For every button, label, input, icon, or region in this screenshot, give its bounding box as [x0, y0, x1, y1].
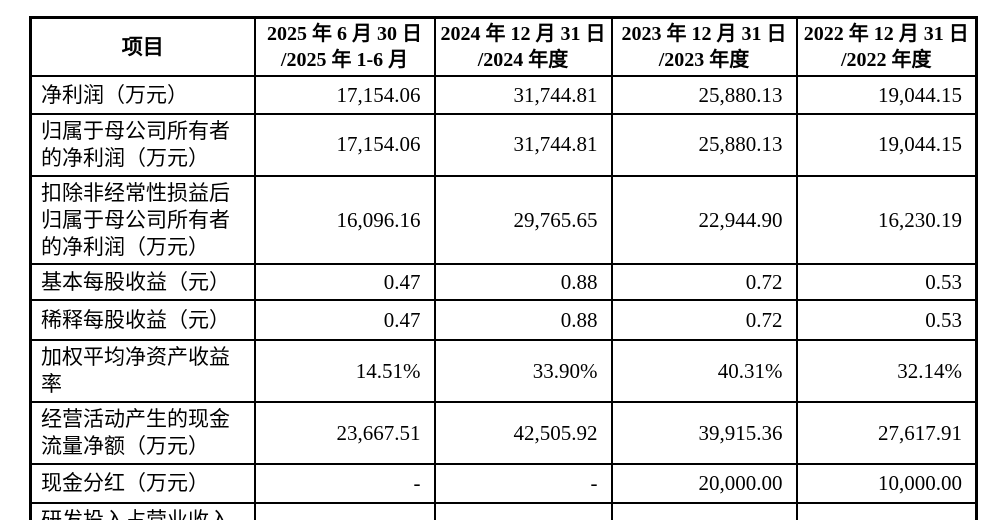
value-cell: 33.90% [433, 339, 613, 404]
header-period-line: /2022 年度 [840, 49, 932, 71]
value-cell: 39,915.36 [610, 401, 798, 465]
row-label-cell: 加权平均净资产收益率 [29, 339, 256, 404]
value-cell: 0.72 [610, 263, 798, 302]
value-cell: 0.88 [433, 299, 613, 342]
value-cell: 10,000.00 [795, 462, 978, 504]
table-row-cash-dividend: 现金分红（万元） - - 20,000.00 10,000.00 [29, 462, 978, 504]
row-label-cell: 现金分红（万元） [29, 462, 256, 504]
value-cell: 17,154.06 [253, 113, 436, 177]
value-cell: 17,154.06 [253, 75, 436, 115]
value-cell: 0.72 [610, 299, 798, 342]
row-label-cell: 稀释每股收益（元） [29, 299, 256, 342]
table-row-deducted-net-profit: 扣除非经常性损益后归属于母公司所有者的净利润（万元） 16,096.16 29,… [29, 174, 978, 266]
value-cell: - [253, 462, 436, 504]
table-row-parent-net-profit: 归属于母公司所有者的净利润（万元） 17,154.06 31,744.81 25… [29, 113, 978, 177]
value-cell: 42,505.92 [433, 401, 613, 465]
value-cell: 16.56% [433, 501, 613, 520]
value-cell: 19,044.15 [795, 113, 978, 177]
header-period-line: /2024 年度 [477, 49, 569, 71]
value-cell: 22,944.90 [610, 174, 798, 266]
value-cell: 16.05% [253, 501, 436, 520]
value-cell: 29,765.65 [433, 174, 613, 266]
value-cell: 32.14% [795, 339, 978, 404]
value-cell: 0.53 [795, 299, 978, 342]
value-cell: 17.45% [610, 501, 798, 520]
value-cell: 14.51% [253, 339, 436, 404]
value-cell: 27,617.91 [795, 401, 978, 465]
row-label-cell: 研发投入占营业收入的比例 [29, 501, 256, 520]
value-cell: 31,744.81 [433, 113, 613, 177]
header-period-line: 2025 年 6 月 30 日 [267, 23, 422, 45]
value-cell: 19,044.15 [795, 75, 978, 115]
table-row-net-profit: 净利润（万元） 17,154.06 31,744.81 25,880.13 19… [29, 75, 978, 115]
value-cell: 18.02% [795, 501, 978, 520]
row-label-cell: 归属于母公司所有者的净利润（万元） [29, 113, 256, 177]
value-cell: 16,096.16 [253, 174, 436, 266]
value-cell: 16,230.19 [795, 174, 978, 266]
header-period-line: 2022 年 12 月 31 日 [803, 23, 969, 45]
table-header-row: 项目 2025 年 6 月 30 日 /2025 年 1-6 月 2024 年 … [29, 16, 978, 77]
table-row-basic-eps: 基本每股收益（元） 0.47 0.88 0.72 0.53 [29, 263, 978, 302]
financial-summary-table: 项目 2025 年 6 月 30 日 /2025 年 1-6 月 2024 年 … [29, 16, 978, 520]
value-cell: 0.88 [433, 263, 613, 302]
table-row-weighted-roe: 加权平均净资产收益率 14.51% 33.90% 40.31% 32.14% [29, 339, 978, 404]
header-item-cell: 项目 [29, 16, 256, 77]
value-cell: 40.31% [610, 339, 798, 404]
value-cell: 25,880.13 [610, 113, 798, 177]
row-label-cell: 扣除非经常性损益后归属于母公司所有者的净利润（万元） [29, 174, 256, 266]
value-cell: 23,667.51 [253, 401, 436, 465]
value-cell: 0.53 [795, 263, 978, 302]
header-period-2022: 2022 年 12 月 31 日 /2022 年度 [795, 16, 978, 77]
header-period-2024: 2024 年 12 月 31 日 /2024 年度 [433, 16, 613, 77]
header-period-line: /2023 年度 [658, 49, 750, 71]
value-cell: 20,000.00 [610, 462, 798, 504]
row-label-cell: 经营活动产生的现金流量净额（万元） [29, 401, 256, 465]
header-period-2023: 2023 年 12 月 31 日 /2023 年度 [610, 16, 798, 77]
header-period-line: /2025 年 1-6 月 [280, 49, 409, 71]
table-row-rd-ratio: 研发投入占营业收入的比例 16.05% 16.56% 17.45% 18.02% [29, 501, 978, 520]
value-cell: - [433, 462, 613, 504]
row-label-cell: 净利润（万元） [29, 75, 256, 115]
value-cell: 0.47 [253, 263, 436, 302]
row-label-cell: 基本每股收益（元） [29, 263, 256, 302]
table-row-diluted-eps: 稀释每股收益（元） 0.47 0.88 0.72 0.53 [29, 299, 978, 342]
value-cell: 25,880.13 [610, 75, 798, 115]
value-cell: 0.47 [253, 299, 436, 342]
header-period-2025: 2025 年 6 月 30 日 /2025 年 1-6 月 [253, 16, 436, 77]
header-period-line: 2023 年 12 月 31 日 [621, 23, 787, 45]
table-row-operating-cash-flow: 经营活动产生的现金流量净额（万元） 23,667.51 42,505.92 39… [29, 401, 978, 465]
header-period-line: 2024 年 12 月 31 日 [440, 23, 606, 45]
value-cell: 31,744.81 [433, 75, 613, 115]
